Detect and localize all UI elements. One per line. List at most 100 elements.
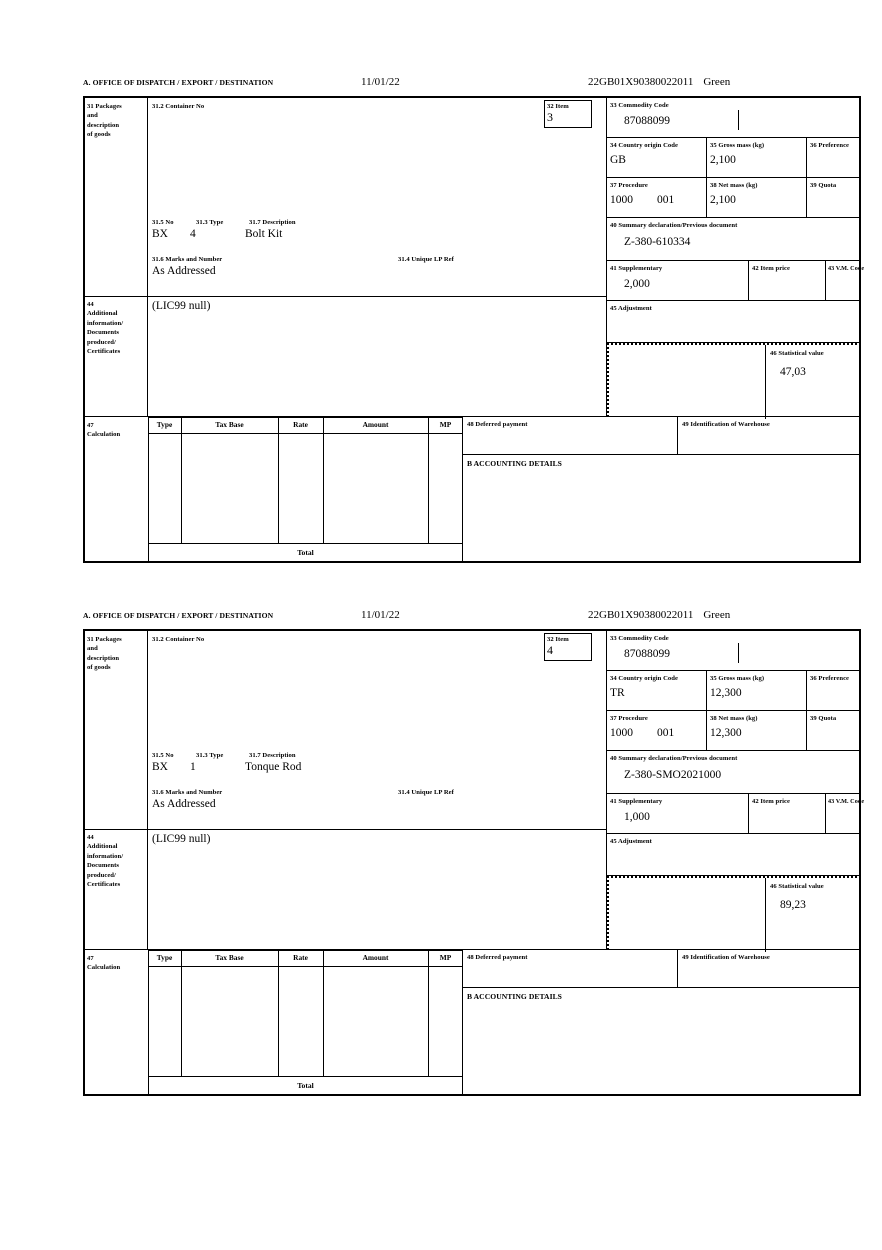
marks-row: 31.6 Marks and Number 31.4 Unique LP Ref… (152, 255, 600, 278)
box-41-value: 2,000 (624, 278, 650, 291)
box-40-summary-declaration: 40 Summary declaration/Previous document… (607, 751, 861, 794)
box-34-value: TR (610, 687, 625, 700)
box-32-value: 4 (547, 643, 553, 658)
route-colour: Green (703, 609, 731, 621)
statistical-value-zone: 46 Statistical value 47,03 (607, 343, 863, 419)
box-31-7-description-value: Bolt Kit (245, 228, 283, 240)
box-31-label: 31 Packages and description of goods (85, 631, 148, 830)
package-row: 31.5 No 31.3 Type 31.7 Description BX 4 … (152, 218, 592, 244)
calculation-body-rows (148, 434, 463, 543)
box-31-7-description-value: Tonque Rod (245, 761, 302, 773)
calculation-outer-border (148, 417, 463, 563)
calculation-outer-border (148, 950, 463, 1096)
statistical-value-zone: 46 Statistical value 89,23 (607, 876, 861, 952)
box-37-values: 1000 001 (610, 727, 706, 740)
box-47-calculation-table: Type Tax Base Rate Amount MP Total (148, 950, 463, 1096)
box-44-additional-information: (LIC99 null) (148, 297, 607, 417)
box-31-3-type-value: 4 (190, 228, 196, 240)
box-33-commodity-code: 33 Commodity Code 87088099 (607, 98, 861, 138)
box-49-identification-of-warehouse: 49 Identification of Warehouse (678, 417, 861, 455)
box-31-3-type-value: 1 (190, 761, 196, 773)
box-42-item-price: 42 Item price (749, 794, 826, 834)
box-45-adjustment: 45 Adjustment (607, 301, 861, 343)
column-header-tax-base: Tax Base (215, 420, 244, 429)
box-38-net-mass: 38 Net mass (kg) 12,300 (707, 711, 807, 751)
box-31-7-description-label: 31.7 Description (249, 752, 296, 759)
box-32-item: 32 Item 3 (544, 100, 592, 128)
box-38-value: 2,100 (710, 194, 736, 207)
box-44-value: (LIC99 null) (152, 833, 211, 845)
box-37-value-1: 1000 (610, 194, 633, 207)
column-header-amount: Amount (362, 420, 389, 429)
box-31-6-marks-value: As Addressed (152, 798, 216, 810)
box-41-value: 1,000 (624, 811, 650, 824)
column-header-rate: Rate (293, 953, 308, 962)
box-31-7-description-label: 31.7 Description (249, 219, 296, 226)
box-31-5-no-value: BX (152, 228, 168, 240)
box-49-identification-of-warehouse: 49 Identification of Warehouse (678, 950, 861, 988)
box-31-3-type-label: 31.3 Type (196, 752, 224, 759)
sad-form-item-3: A. OFFICE OF DISPATCH / EXPORT / DESTINA… (83, 76, 864, 563)
container-no-label: 31.2 Container No (152, 636, 205, 643)
box-43-vm-code: 43 V.M. Code (826, 794, 864, 834)
form-body: 31 Packages and description of goods 31.… (83, 98, 864, 563)
box-37-value-2: 001 (657, 194, 675, 207)
box-31-3-type-label: 31.3 Type (196, 219, 224, 226)
container-no-label: 31.2 Container No (152, 103, 205, 110)
office-of-dispatch-label: A. OFFICE OF DISPATCH / EXPORT / DESTINA… (83, 78, 274, 87)
box-34-value: GB (610, 154, 626, 167)
box-44-additional-information: (LIC99 null) (148, 830, 607, 950)
box-31-5-no-label: 31.5 No (152, 219, 174, 226)
sad-form-item-4: A. OFFICE OF DISPATCH / EXPORT / DESTINA… (83, 609, 864, 1096)
calculation-total-row: Total (148, 543, 463, 563)
column-header-tax-base: Tax Base (215, 953, 244, 962)
box-41-supplementary: 41 Supplementary 1,000 (607, 794, 749, 834)
box-32-label: 32 Item (547, 636, 569, 643)
box-33-value: 87088099 (624, 648, 670, 661)
mrn-value: 22GB01X90380022011 (588, 609, 694, 621)
box-44-label: 44 Additional information/ Documents pro… (85, 830, 148, 950)
box-33-value: 87088099 (624, 115, 670, 128)
package-row: 31.5 No 31.3 Type 31.7 Description BX 1 … (152, 751, 592, 777)
box-31-4-unique-lp-ref-label: 31.4 Unique LP Ref (398, 256, 454, 263)
box-31-5-no-label: 31.5 No (152, 752, 174, 759)
mrn-value: 22GB01X90380022011 (588, 76, 694, 88)
box-36-preference: 36 Preference (807, 671, 861, 711)
box-48-deferred-payment: 48 Deferred payment (463, 950, 678, 988)
box-b-accounting-details: B ACCOUNTING DETAILS (467, 459, 562, 468)
commodity-code-divider-tick (738, 110, 739, 130)
box-40-summary-declaration: 40 Summary declaration/Previous document… (607, 218, 861, 261)
box-42-item-price: 42 Item price (749, 261, 826, 301)
box-31-4-unique-lp-ref-label: 31.4 Unique LP Ref (398, 789, 454, 796)
mrn-reference: 22GB01X90380022011 Green (588, 609, 730, 621)
box-45-adjustment: 45 Adjustment (607, 834, 861, 876)
box-37-value-2: 001 (657, 727, 675, 740)
box-31-6-marks-label: 31.6 Marks and Number (152, 789, 223, 796)
commodity-code-divider-tick (738, 643, 739, 663)
form-header: A. OFFICE OF DISPATCH / EXPORT / DESTINA… (83, 609, 861, 631)
box-38-net-mass: 38 Net mass (kg) 2,100 (707, 178, 807, 218)
box-46-statistical-value: 46 Statistical value 47,03 (765, 345, 863, 419)
column-header-type: Type (156, 420, 173, 429)
box-37-procedure: 37 Procedure 1000 001 (607, 711, 707, 751)
box-31-goods-description: 31.2 Container No 32 Item 4 31.5 No 31.3… (148, 631, 607, 830)
marks-row: 31.6 Marks and Number 31.4 Unique LP Ref… (152, 788, 600, 811)
box-31-label: 31 Packages and description of goods (85, 98, 148, 297)
calculation-header-row: Type Tax Base Rate Amount MP (148, 417, 463, 434)
box-43-vm-code: 43 V.M. Code (826, 261, 864, 301)
box-35-value: 12,300 (710, 687, 742, 700)
calculation-body-rows (148, 967, 463, 1076)
box-35-gross-mass: 35 Gross mass (kg) 12,300 (707, 671, 807, 711)
office-of-dispatch-label: A. OFFICE OF DISPATCH / EXPORT / DESTINA… (83, 611, 274, 620)
box-37-procedure: 37 Procedure 1000 001 (607, 178, 707, 218)
column-header-mp: MP (439, 420, 452, 429)
box-39-quota: 39 Quota (807, 711, 861, 751)
form-header: A. OFFICE OF DISPATCH / EXPORT / DESTINA… (83, 76, 861, 98)
box-40-value: Z-380-610334 (624, 236, 691, 249)
mrn-reference: 22GB01X90380022011 Green (588, 76, 730, 88)
column-header-type: Type (156, 953, 173, 962)
box-31-5-no-value: BX (152, 761, 168, 773)
box-31-6-marks-label: 31.6 Marks and Number (152, 256, 223, 263)
column-header-mp: MP (439, 953, 452, 962)
